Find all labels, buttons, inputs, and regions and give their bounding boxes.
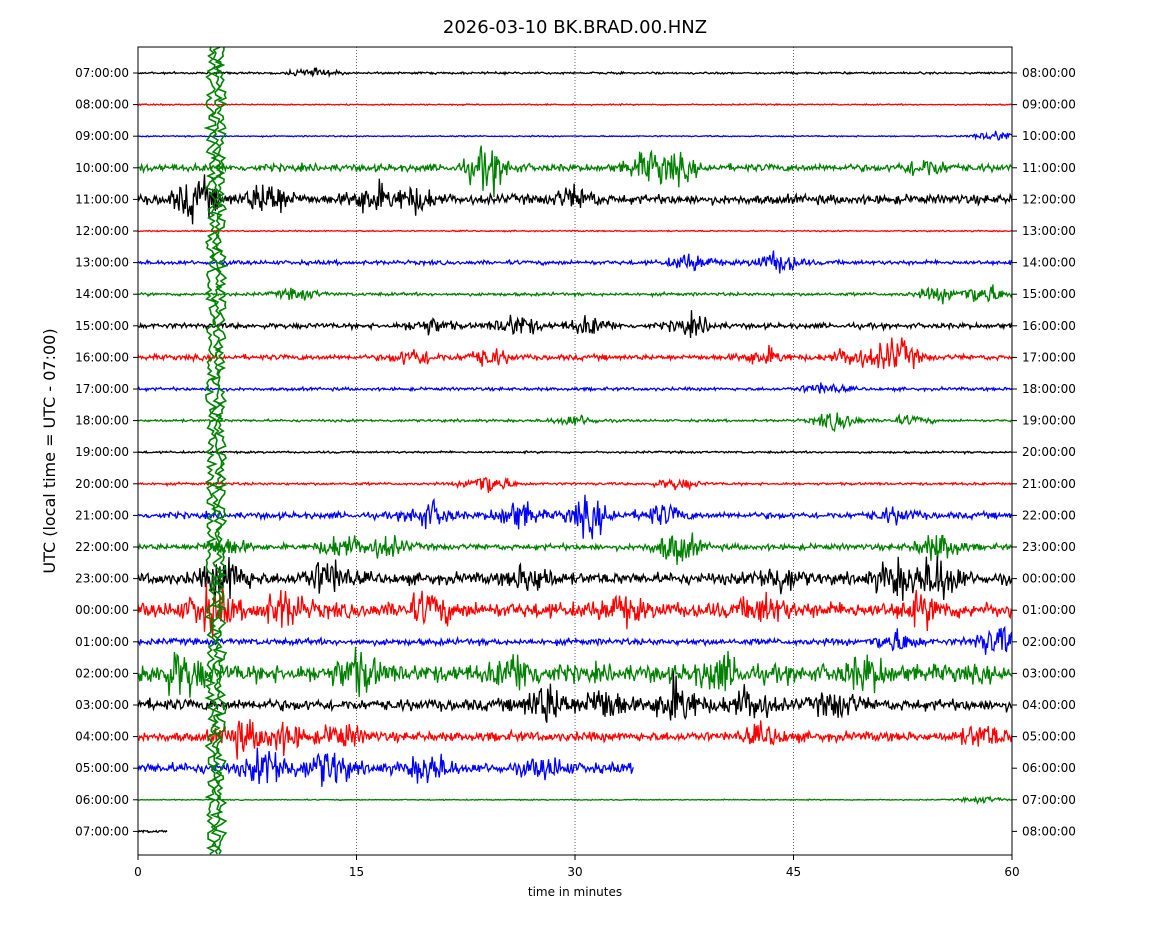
local-hour-label: 09:00:00 <box>1022 98 1076 112</box>
utc-hour-label: 18:00:00 <box>75 414 129 428</box>
local-hour-labels: 08:00:00 09:00:00 10:00:00 11:00:00 12:00:00… <box>1012 66 1076 838</box>
local-hour-label: 10:00:00 <box>1022 129 1076 143</box>
local-hour-label: 07:00:00 <box>1022 793 1076 807</box>
utc-hour-label: 00:00:00 <box>75 603 129 617</box>
trace-12 <box>138 449 1012 455</box>
local-hour-label: 23:00:00 <box>1022 540 1076 554</box>
local-hour-label: 15:00:00 <box>1022 287 1076 301</box>
chart-title: 2026-03-10 BK.BRAD.00.HNZ <box>443 17 707 38</box>
utc-hour-labels: 07:00:00 08:00:00 09:00:00 10:00:00 11:00:00… <box>75 66 138 838</box>
trace-09 <box>138 337 1012 370</box>
trace-14 <box>138 494 1012 540</box>
local-hour-label: 18:00:00 <box>1022 382 1076 396</box>
trace-17 <box>138 582 1012 638</box>
local-hour-label: 12:00:00 <box>1022 192 1076 206</box>
trace-20 <box>138 671 1012 723</box>
x-axis-label: time in minutes <box>528 885 622 899</box>
x-tick-label: 45 <box>786 865 801 879</box>
local-hour-label: 13:00:00 <box>1022 224 1076 238</box>
local-hour-label: 21:00:00 <box>1022 477 1076 491</box>
trace-10 <box>138 382 1012 395</box>
utc-hour-label: 14:00:00 <box>75 287 129 301</box>
utc-hour-label: 19:00:00 <box>75 445 129 459</box>
x-axis-ticks: 0 15 30 45 60 <box>134 855 1020 879</box>
trace-22 <box>138 747 634 787</box>
local-hour-label: 01:00:00 <box>1022 603 1076 617</box>
event-spike-0 <box>203 47 218 855</box>
local-hour-label: 03:00:00 <box>1022 666 1076 680</box>
trace-13 <box>138 476 1012 494</box>
trace-19 <box>138 646 1012 698</box>
trace-06 <box>138 250 1012 274</box>
utc-hour-label: 11:00:00 <box>75 192 129 206</box>
trace-23 <box>138 795 1012 805</box>
local-hour-label: 05:00:00 <box>1022 730 1076 744</box>
utc-hour-label: 15:00:00 <box>75 319 129 333</box>
utc-hour-label: 07:00:00 <box>75 824 129 838</box>
utc-hour-label: 16:00:00 <box>75 350 129 364</box>
local-hour-label: 20:00:00 <box>1022 445 1076 459</box>
trace-16 <box>138 556 1012 602</box>
trace-15 <box>138 532 1012 565</box>
event-spike-1 <box>209 47 224 855</box>
event-spike-2 <box>214 47 229 855</box>
trace-04 <box>138 174 1012 225</box>
trace-08 <box>138 310 1012 338</box>
utc-hour-label: 12:00:00 <box>75 224 129 238</box>
utc-hour-label: 13:00:00 <box>75 256 129 270</box>
utc-hour-label: 05:00:00 <box>75 761 129 775</box>
utc-hour-label: 07:00:00 <box>75 66 129 80</box>
utc-hour-label: 04:00:00 <box>75 730 129 744</box>
x-tick-label: 0 <box>134 865 142 879</box>
utc-hour-label: 10:00:00 <box>75 161 129 175</box>
local-hour-label: 19:00:00 <box>1022 414 1076 428</box>
local-hour-label: 08:00:00 <box>1022 66 1076 80</box>
utc-hour-label: 06:00:00 <box>75 793 129 807</box>
utc-hour-label: 22:00:00 <box>75 540 129 554</box>
local-hour-label: 06:00:00 <box>1022 761 1076 775</box>
trace-24 <box>138 829 168 834</box>
utc-hour-label: 23:00:00 <box>75 572 129 586</box>
trace-11 <box>138 412 1012 433</box>
x-tick-label: 30 <box>567 865 582 879</box>
local-hour-label: 22:00:00 <box>1022 508 1076 522</box>
trace-00 <box>138 67 1012 79</box>
trace-01 <box>138 102 1012 107</box>
x-tick-label: 15 <box>349 865 364 879</box>
local-hour-label: 02:00:00 <box>1022 635 1076 649</box>
utc-hour-label: 21:00:00 <box>75 508 129 522</box>
y-axis-label: UTC (local time = UTC - 07:00) <box>40 328 59 573</box>
local-hour-label: 11:00:00 <box>1022 161 1076 175</box>
utc-hour-label: 02:00:00 <box>75 666 129 680</box>
trace-21 <box>138 719 1012 760</box>
x-tick-label: 60 <box>1004 865 1019 879</box>
trace-05 <box>138 229 1012 233</box>
utc-hour-label: 03:00:00 <box>75 698 129 712</box>
trace-18 <box>138 625 1012 655</box>
utc-hour-label: 09:00:00 <box>75 129 129 143</box>
local-hour-label: 04:00:00 <box>1022 698 1076 712</box>
utc-hour-label: 08:00:00 <box>75 98 129 112</box>
trace-03 <box>138 145 1012 198</box>
utc-hour-label: 17:00:00 <box>75 382 129 396</box>
local-hour-label: 08:00:00 <box>1022 824 1076 838</box>
utc-hour-label: 20:00:00 <box>75 477 129 491</box>
local-hour-label: 14:00:00 <box>1022 256 1076 270</box>
local-hour-label: 16:00:00 <box>1022 319 1076 333</box>
local-hour-label: 17:00:00 <box>1022 350 1076 364</box>
seismogram-traces <box>138 47 1012 855</box>
trace-02 <box>138 130 1012 141</box>
local-hour-label: 00:00:00 <box>1022 572 1076 586</box>
utc-hour-label: 01:00:00 <box>75 635 129 649</box>
trace-07 <box>138 284 1012 305</box>
